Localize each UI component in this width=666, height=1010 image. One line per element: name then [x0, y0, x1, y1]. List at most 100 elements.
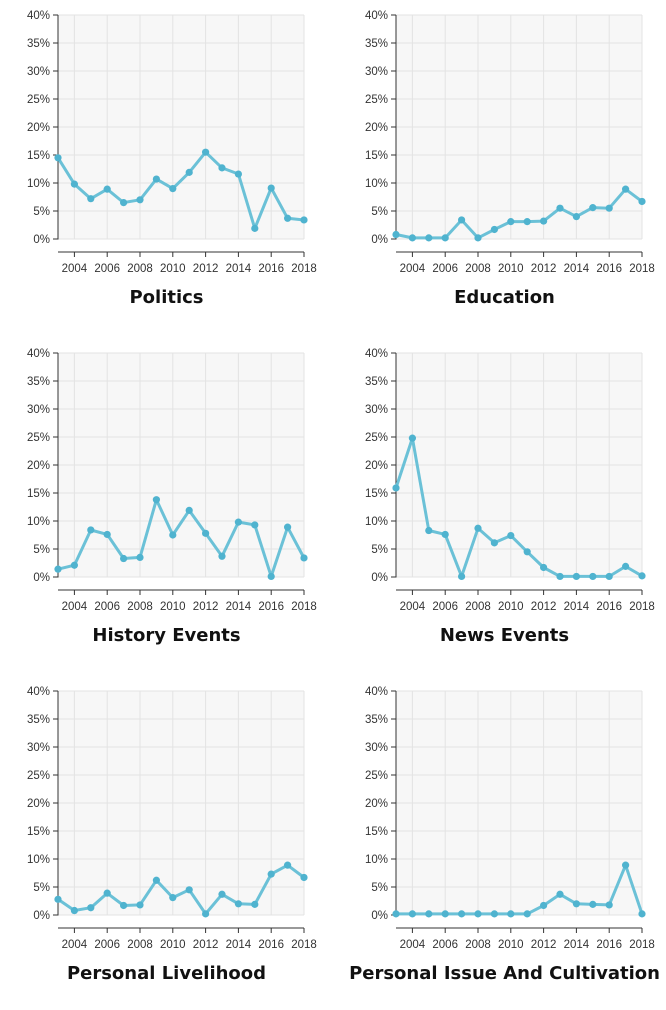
chart-panel-politics: 0% 5% 10% 15% 20% 25% 30% 35% 40% 2004 2006 2008 201…	[0, 0, 333, 334]
data-point	[185, 506, 193, 514]
y-tick-label: 30%	[27, 66, 50, 78]
data-point	[251, 900, 259, 908]
y-tick-label: 40%	[365, 10, 388, 22]
chart-title: Politics	[129, 287, 204, 308]
chart-title: Education	[454, 287, 555, 308]
data-point	[622, 185, 630, 193]
chart-panel-education: 0% 5% 10% 15% 20% 25% 30% 35% 40% 2004 2006 2008 201…	[338, 0, 666, 334]
data-point	[490, 910, 498, 918]
x-tick-label: 2016	[258, 601, 284, 613]
data-point	[540, 901, 548, 910]
y-tick-label: 10%	[27, 516, 50, 528]
data-point	[251, 224, 259, 232]
x-tick-label: 2004	[400, 263, 426, 275]
y-tick-label: 35%	[27, 376, 50, 388]
y-tick-label: 20%	[27, 798, 50, 810]
data-point	[136, 196, 144, 204]
x-tick-label: 2008	[465, 601, 491, 613]
data-point	[523, 548, 531, 556]
data-point	[441, 910, 449, 918]
x-tick-label: 2010	[160, 601, 186, 613]
y-tick-label: 10%	[365, 178, 388, 190]
chart-svg: 0% 5% 10% 15% 20% 25% 30% 35% 40% 2004 2006 2008 201…	[27, 10, 317, 275]
chart-svg: 0% 5% 10% 15% 20% 25% 30% 35% 40% 2004 2006 2008 201…	[365, 686, 655, 951]
x-tick-label: 2006	[432, 939, 458, 951]
y-tick-label: 40%	[365, 348, 388, 360]
y-tick-label: 35%	[365, 38, 388, 50]
data-point	[474, 910, 482, 918]
chart-panel-news-events: 0% 5% 10% 15% 20% 25% 30% 35% 40% 2004 2006 2008 201…	[338, 338, 666, 672]
data-point	[202, 910, 210, 918]
data-point	[218, 552, 226, 560]
data-point	[169, 894, 177, 902]
y-tick-label: 15%	[27, 488, 50, 500]
y-tick-label: 20%	[365, 798, 388, 810]
data-point	[103, 530, 111, 539]
data-point	[490, 225, 498, 234]
data-point	[267, 572, 275, 581]
chart-panel-personal-issue-and-cultivation: 0% 5% 10% 15% 20% 25% 30% 35% 40% 2004 2006 2008 201…	[338, 676, 666, 1010]
y-tick-label: 10%	[365, 516, 388, 528]
chart-title: Personal Livelihood	[66, 963, 267, 984]
y-tick-label: 5%	[33, 882, 50, 894]
data-point	[120, 199, 128, 207]
x-tick-label: 2012	[531, 263, 557, 275]
series-line	[56, 150, 306, 230]
data-point	[425, 526, 433, 535]
chart-panel-personal-livelihood: 0% 5% 10% 15% 20% 25% 30% 35% 40% 2004 2006 2008 201…	[0, 676, 333, 1010]
chart-panel-history-events: 0% 5% 10% 15% 20% 25% 30% 35% 40% 2004 2006 2008 201…	[0, 338, 333, 672]
x-tick-label: 2018	[629, 601, 655, 613]
data-point	[251, 521, 259, 529]
x-tick-label: 2010	[498, 939, 524, 951]
chart-svg: 0% 5% 10% 15% 20% 25% 30% 35% 40% 2004 2006 2008 201…	[27, 686, 317, 951]
x-tick-label: 2008	[465, 263, 491, 275]
data-point	[152, 175, 160, 183]
data-point	[54, 565, 62, 573]
data-point	[70, 906, 78, 915]
data-point	[202, 148, 210, 156]
x-tick-label: 2004	[62, 263, 88, 275]
y-tick-label: 0%	[371, 234, 388, 246]
data-point	[103, 889, 111, 897]
y-tick-label: 30%	[27, 404, 50, 416]
y-tick-label: 15%	[27, 150, 50, 162]
data-point	[458, 572, 466, 581]
y-tick-label: 5%	[371, 206, 388, 218]
data-point	[589, 900, 597, 908]
x-tick-label: 2012	[531, 939, 557, 951]
data-point	[605, 572, 613, 581]
data-point	[70, 180, 78, 188]
y-tick-label: 15%	[365, 488, 388, 500]
x-tick-label: 2012	[193, 939, 219, 951]
x-tick-label: 2010	[498, 263, 524, 275]
y-tick-label: 25%	[27, 94, 50, 106]
y-tick-label: 30%	[365, 742, 388, 754]
y-tick-label: 30%	[27, 742, 50, 754]
data-point	[136, 553, 144, 561]
data-point	[284, 214, 292, 222]
x-tick-label: 2018	[629, 263, 655, 275]
y-tick-label: 40%	[365, 686, 388, 698]
data-point	[572, 900, 580, 908]
x-tick-label: 2014	[226, 263, 252, 275]
x-tick-label: 2010	[498, 601, 524, 613]
y-tick-label: 10%	[365, 854, 388, 866]
data-point	[458, 910, 466, 918]
y-tick-label: 40%	[27, 10, 50, 22]
y-tick-label: 25%	[365, 770, 388, 782]
data-point	[218, 890, 226, 898]
data-point	[605, 901, 613, 909]
data-point	[70, 561, 78, 569]
y-tick-label: 20%	[365, 122, 388, 134]
data-point	[425, 910, 433, 918]
y-tick-label: 30%	[365, 66, 388, 78]
y-tick-label: 25%	[27, 432, 50, 444]
y-tick-label: 35%	[365, 714, 388, 726]
x-tick-label: 2010	[160, 263, 186, 275]
x-tick-label: 2004	[400, 939, 426, 951]
data-point	[408, 910, 416, 918]
data-point	[185, 168, 193, 176]
data-point	[507, 531, 515, 540]
data-point	[300, 554, 308, 562]
